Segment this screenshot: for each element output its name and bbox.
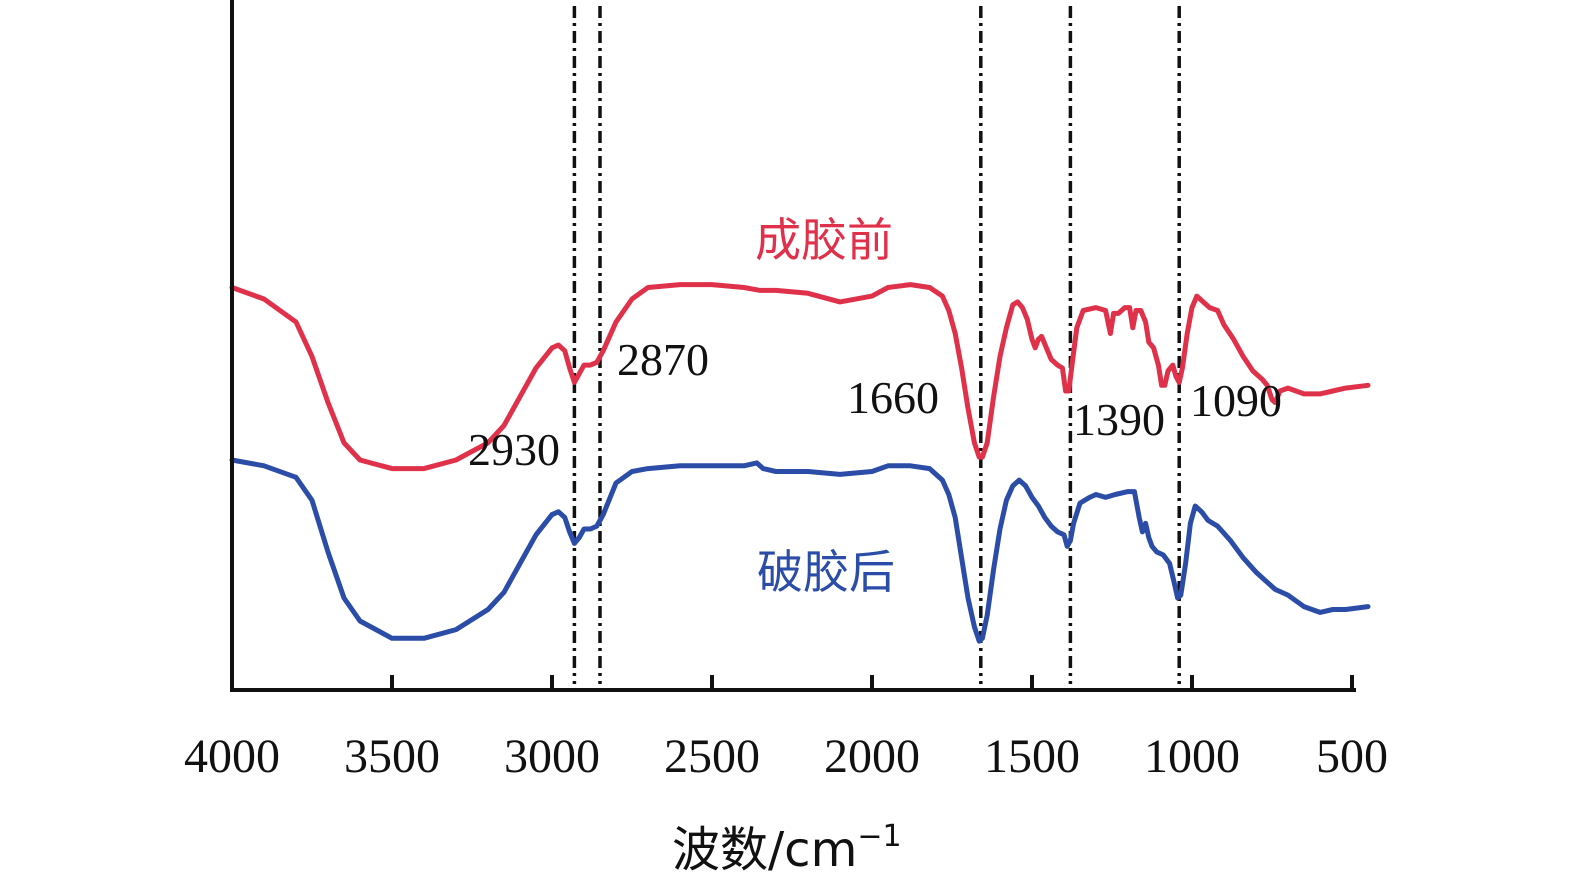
- x-tick-label-4: 2000: [824, 730, 920, 783]
- x-tick-label-2: 3000: [504, 730, 600, 783]
- x-tick-label-7: 500: [1316, 730, 1388, 783]
- axes: [230, 0, 1356, 692]
- x-ticks: 4000 3500 3000 2500 2000 1500 1000 500: [184, 675, 1388, 783]
- series-line-1: [229, 457, 1371, 644]
- peak-label-4: 1090: [1190, 375, 1282, 426]
- x-tick-label-6: 1000: [1144, 730, 1240, 783]
- x-tick-label-0: 4000: [184, 730, 280, 783]
- x-axis-title: 波数/cm−1: [672, 819, 902, 878]
- series-line-0: [229, 282, 1371, 472]
- series-label-0: 成胶前: [755, 213, 893, 267]
- x-tick-label-3: 2500: [664, 730, 760, 783]
- peak-label-2: 1660: [847, 372, 939, 423]
- x-tick-label-5: 1500: [984, 730, 1080, 783]
- x-axis-title-text: 波数/cm: [672, 822, 857, 878]
- series-label-1: 破胶后: [757, 545, 895, 599]
- peak-label-1: 2870: [617, 334, 709, 385]
- x-tick-label-1: 3500: [344, 730, 440, 783]
- peak-label-3: 1390: [1073, 394, 1165, 445]
- x-axis-title-superscript: −1: [857, 819, 901, 854]
- peak-label-0: 2930: [468, 424, 560, 475]
- peak-labels: 2930 2870 1660 1390 1090: [468, 334, 1282, 475]
- series-layer: [229, 282, 1371, 644]
